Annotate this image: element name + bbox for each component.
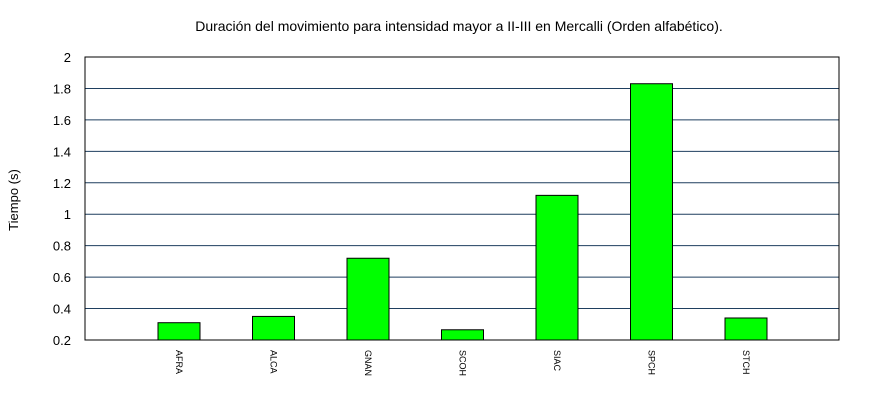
bar-gnan — [346, 257, 390, 341]
x-tick-label: AFRA — [174, 350, 184, 374]
y-tick-label: 1.4 — [53, 144, 71, 159]
x-tick-label: ALCA — [269, 350, 279, 374]
grid-lines — [85, 87, 839, 310]
bar-scoh — [441, 329, 484, 341]
bar-afra — [157, 322, 201, 341]
plot-frame — [84, 56, 840, 341]
bar-stch — [724, 317, 768, 341]
y-tick-label: 0.4 — [53, 302, 71, 317]
bar-spch — [630, 83, 673, 341]
chart-title: Duración del movimiento para intensidad … — [195, 18, 723, 34]
x-tick-label: SCOH — [458, 350, 468, 376]
y-tick-label: 1 — [64, 207, 71, 222]
y-tick-labels: 0.2 0.4 0.6 0.8 1 1.2 1.4 1.6 1.8 2 — [53, 50, 71, 348]
y-axis-label: Tiempo (s) — [6, 169, 21, 231]
bar-alca — [252, 315, 295, 341]
y-tick-label: 2 — [64, 50, 71, 65]
y-tick-label: 1.6 — [53, 113, 71, 128]
y-tick-label: 1.8 — [53, 81, 71, 96]
x-tick-labels: AFRA ALCA GNAN SCOH SIAC SPCH STCH — [174, 350, 751, 376]
x-tick-label: SPCH — [647, 350, 657, 375]
y-tick-label: 1.2 — [53, 176, 71, 191]
bars — [157, 83, 768, 341]
y-tick-label: 0.8 — [53, 239, 71, 254]
y-tick-label: 0.2 — [53, 333, 71, 348]
x-tick-label: GNAN — [363, 350, 373, 376]
x-tick-label: STCH — [741, 350, 751, 375]
y-tick-label: 0.6 — [53, 270, 71, 285]
bar-siac — [535, 194, 579, 341]
x-tick-label: SIAC — [552, 350, 562, 372]
